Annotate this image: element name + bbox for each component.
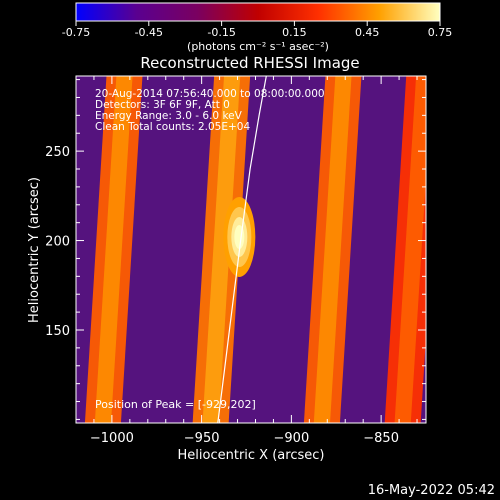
colorbar-tick-label: 0.15 [282, 26, 307, 39]
info-line: Clean Total counts: 2.05E+04 [95, 121, 250, 133]
x-tick-label: −1000 [90, 431, 134, 446]
colorbar-tick-label: 0.75 [428, 26, 453, 39]
chart-title: Reconstructed RHESSI Image [140, 54, 359, 72]
plot-frame [75, 75, 427, 424]
x-tick-label: −850 [363, 431, 399, 446]
colorbar-ticks: -0.75 -0.45 -0.15 0.15 0.45 0.75 [62, 21, 452, 39]
info-line: 20-Aug-2014 07:56:40.000 to 08:00:00.000 [95, 88, 325, 100]
y-tick-label: 150 [45, 324, 70, 339]
peak-position-label: Position of Peak = [-929,202] [95, 398, 256, 411]
colorbar-tick-label: -0.15 [207, 26, 235, 39]
heatmap-stripe-core [202, 76, 241, 423]
info-text: 20-Aug-2014 07:56:40.000 to 08:00:00.000… [95, 88, 325, 133]
info-line: Energy Range: 3.0 - 6.0 keV [95, 110, 243, 122]
heatmap-area [84, 76, 426, 423]
x-tick-label: −900 [274, 431, 310, 446]
x-tick-label: −950 [184, 431, 220, 446]
solar-limb-line [217, 76, 267, 423]
y-tick-label: 200 [45, 235, 70, 250]
peak-intensity-region [234, 224, 245, 249]
colorbar-tick-label: -0.75 [62, 26, 90, 39]
heatmap-stripe-core [313, 76, 352, 423]
y-axis-label: Heliocentric Y (arcsec) [27, 177, 42, 323]
footer-timestamp: 16-May-2022 05:42 [368, 483, 495, 498]
x-axis: −1000 −950 −900 −850 [90, 76, 418, 446]
colorbar-units: (photons cm⁻² s⁻¹ asec⁻²) [187, 40, 329, 53]
y-axis: 150 200 250 [45, 79, 426, 420]
x-axis-label: Heliocentric X (arcsec) [178, 448, 325, 463]
info-line: Detectors: 3F 6F 9F, Att 0 [95, 99, 230, 111]
colorbar-tick-label: -0.45 [135, 26, 163, 39]
y-tick-label: 250 [45, 145, 70, 160]
heatmap-stripe-core [394, 76, 426, 423]
heatmap-stripe-core [94, 76, 133, 423]
colorbar [75, 2, 441, 22]
colorbar-tick-label: 0.45 [355, 26, 380, 39]
